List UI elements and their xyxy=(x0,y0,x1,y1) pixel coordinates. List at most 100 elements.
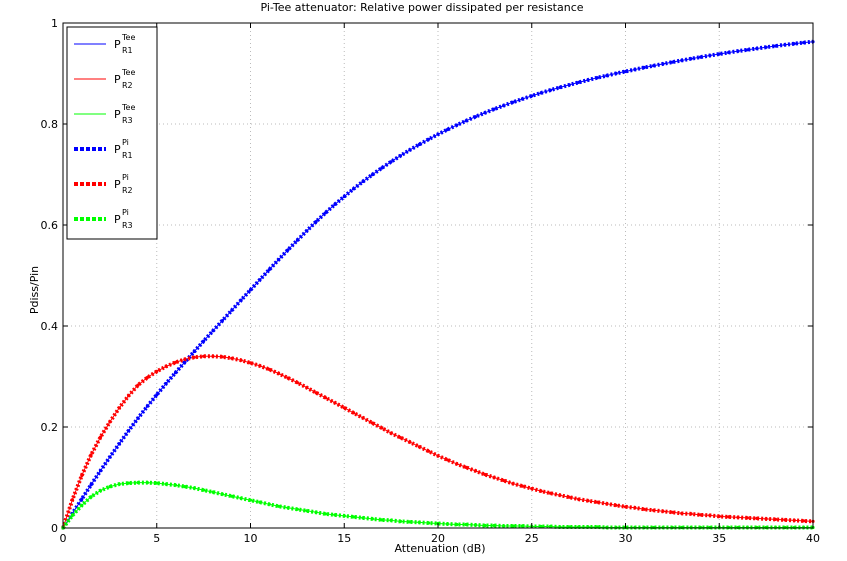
series-5-point xyxy=(755,516,759,521)
series-5-point xyxy=(708,513,712,518)
series-4-point xyxy=(89,483,93,487)
series-5-point xyxy=(520,484,525,488)
series-4-point xyxy=(567,83,571,87)
series-6-point xyxy=(539,524,543,529)
series-4-point xyxy=(520,97,525,101)
series-5-point xyxy=(567,495,571,499)
series-4-point xyxy=(773,44,778,48)
series-5-point xyxy=(736,515,740,520)
y-tick-label: 0.6 xyxy=(41,219,59,232)
series-5-point xyxy=(202,354,206,358)
series-6-point xyxy=(398,519,403,524)
series-4-point xyxy=(473,115,478,119)
series-4-point xyxy=(323,211,328,215)
series-4-point xyxy=(445,128,449,132)
series-6-point xyxy=(248,498,253,502)
series-4-point xyxy=(736,49,740,53)
series-6-point xyxy=(370,517,374,521)
series-4-point xyxy=(342,194,346,199)
series-5-point xyxy=(108,420,112,424)
legend-label: P xyxy=(114,143,121,156)
series-5-point xyxy=(530,487,534,491)
series-4-point xyxy=(698,55,703,59)
series-5-point xyxy=(548,491,553,495)
series-5-point xyxy=(155,369,159,373)
series-4-point xyxy=(173,371,178,375)
x-tick-label: 15 xyxy=(337,532,351,545)
series-5-point xyxy=(464,465,468,469)
series-4-point xyxy=(727,50,731,55)
series-6-point xyxy=(483,523,487,528)
series-6-point xyxy=(520,524,525,528)
series-6-point xyxy=(145,481,149,485)
series-4-point xyxy=(633,67,637,72)
series-5-point xyxy=(380,426,384,430)
series-5-point xyxy=(698,513,703,517)
series-5-point xyxy=(689,512,693,516)
series-5-point xyxy=(408,440,412,444)
series-5-point xyxy=(98,435,103,439)
series-6-point xyxy=(389,518,393,523)
series-5-point xyxy=(586,499,590,503)
series-5-point xyxy=(173,360,178,364)
series-5-point xyxy=(511,482,515,486)
series-5-point xyxy=(717,514,721,519)
series-4-point xyxy=(127,429,131,433)
series-6-point xyxy=(155,481,159,485)
legend-label-sup: Pi xyxy=(122,138,129,147)
series-4-point xyxy=(802,41,806,45)
series-5-point xyxy=(764,517,768,521)
series-4-point xyxy=(192,349,196,354)
series-5-point xyxy=(595,500,600,504)
series-4-point xyxy=(455,123,459,127)
series-5-point xyxy=(70,498,74,502)
x-tick-label: 25 xyxy=(525,532,539,545)
series-4-point xyxy=(614,71,618,75)
series-4-point xyxy=(642,65,646,70)
series-4-point xyxy=(595,76,600,80)
series-5-point xyxy=(783,518,787,522)
series-6-point xyxy=(70,513,74,518)
series-6-point xyxy=(305,509,309,513)
series-5-point xyxy=(680,511,684,515)
series-5-point xyxy=(220,355,224,359)
series-6-point xyxy=(286,506,290,510)
series-5-point xyxy=(211,354,215,358)
series-5-point xyxy=(127,394,131,398)
legend-label: P xyxy=(114,178,121,191)
legend-label: P xyxy=(114,73,121,86)
series-6-point xyxy=(127,481,131,485)
series-6-point xyxy=(548,524,553,529)
x-tick-label: 30 xyxy=(619,532,633,545)
series-5-point xyxy=(436,454,440,458)
series-6-point xyxy=(89,495,93,499)
series-5-point xyxy=(670,510,675,514)
series-4-point xyxy=(530,94,534,98)
series-5-point xyxy=(389,431,393,435)
series-4-point xyxy=(792,42,796,46)
series-5-point xyxy=(267,367,271,371)
series-4-point xyxy=(755,46,759,51)
series-6-point xyxy=(464,522,468,527)
series-4-point xyxy=(98,469,103,473)
series-6-point xyxy=(417,520,421,525)
series-4-point xyxy=(164,381,168,386)
series-6-point xyxy=(192,486,196,490)
x-tick-label: 0 xyxy=(60,532,67,545)
axis-ticks: 0 5 10 15 20 25 30 35 40 0 0.2 0.4 0.6 0.8 1 xyxy=(41,17,821,545)
legend-label-sub: R2 xyxy=(122,186,133,195)
series-5-point xyxy=(192,355,196,359)
series-5-point xyxy=(445,458,449,462)
series-5-point xyxy=(277,371,281,376)
series-5-point xyxy=(342,406,346,410)
series-6-point xyxy=(408,520,412,524)
series-6-point xyxy=(333,513,337,517)
series-6-point xyxy=(239,496,243,500)
series-5-point xyxy=(136,383,140,387)
legend-label: P xyxy=(114,38,121,51)
series-4-point xyxy=(361,179,365,184)
series-6-point xyxy=(361,516,365,520)
series-5-point xyxy=(642,507,646,511)
series-5-point xyxy=(473,469,478,473)
